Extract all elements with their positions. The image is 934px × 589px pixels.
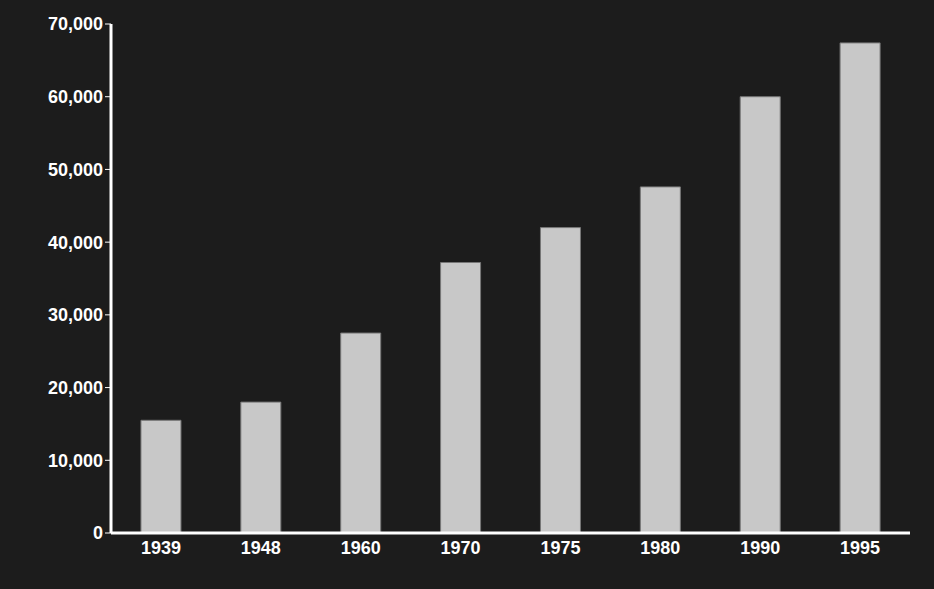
- svg-text:1980: 1980: [640, 538, 680, 558]
- svg-text:70,000: 70,000: [48, 14, 103, 34]
- svg-text:0: 0: [93, 523, 103, 543]
- svg-text:1990: 1990: [740, 538, 780, 558]
- svg-text:30,000: 30,000: [48, 305, 103, 325]
- svg-text:1975: 1975: [540, 538, 580, 558]
- svg-text:40,000: 40,000: [48, 233, 103, 253]
- svg-text:1995: 1995: [840, 538, 880, 558]
- svg-text:1939: 1939: [141, 538, 181, 558]
- svg-text:60,000: 60,000: [48, 87, 103, 107]
- svg-text:20,000: 20,000: [48, 378, 103, 398]
- svg-text:1960: 1960: [341, 538, 381, 558]
- svg-text:1948: 1948: [241, 538, 281, 558]
- svg-text:1970: 1970: [441, 538, 481, 558]
- svg-text:50,000: 50,000: [48, 160, 103, 180]
- svg-text:10,000: 10,000: [48, 451, 103, 471]
